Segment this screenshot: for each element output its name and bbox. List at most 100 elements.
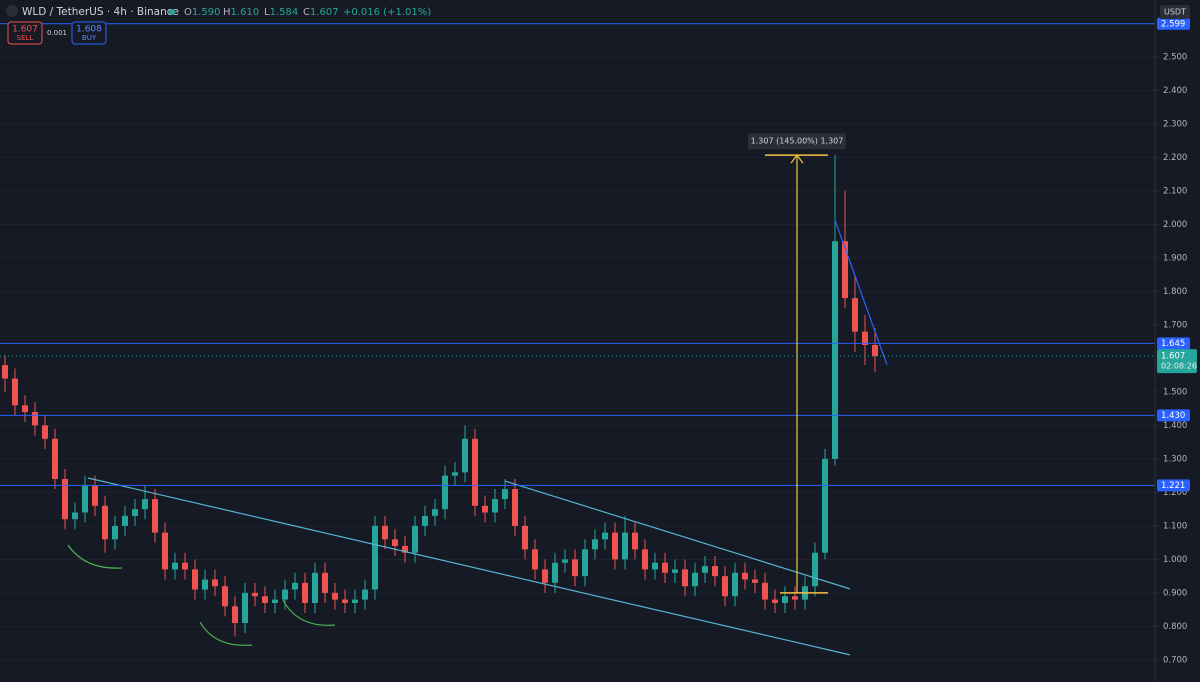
candle-body — [582, 549, 588, 577]
plot-area: 1.307 (145.00%) 1,307 — [0, 23, 1155, 661]
candle-body — [752, 579, 758, 583]
candle-body — [552, 562, 558, 583]
candle-body — [202, 579, 208, 590]
ohlc-key: O — [184, 7, 192, 18]
trendline — [87, 477, 851, 656]
candle-body — [12, 378, 18, 406]
y-tick-label: 1.900 — [1163, 253, 1187, 263]
candle-body — [82, 485, 88, 513]
y-tick-label: 2.200 — [1163, 153, 1187, 163]
candle-body — [862, 331, 868, 346]
candle-body — [132, 509, 138, 516]
candle-body — [212, 579, 218, 587]
last-price-label: 1.607 — [1161, 352, 1185, 362]
price-axis-labels: 2.500 2.400 2.300 2.200 2.100 2.000 1.900 1.800… — [1155, 17, 1197, 665]
last-price-tag — [1157, 349, 1197, 374]
candle-body — [112, 525, 118, 540]
candle-body — [522, 525, 528, 550]
sell-price: 1.607 — [12, 25, 38, 35]
candle-body — [102, 505, 108, 540]
candle-body — [182, 562, 188, 570]
candle-body — [332, 592, 338, 600]
y-tick-label: 1.700 — [1163, 320, 1187, 330]
candle-body — [382, 525, 388, 540]
candle-body — [622, 532, 628, 560]
candle-body — [842, 241, 848, 299]
level-label: 2.599 — [1161, 19, 1185, 29]
ohlc-value: 1.607 — [310, 7, 339, 18]
header: WLD / TetherUS · 4h · Binance — [22, 6, 179, 18]
level-label: 1.645 — [1161, 339, 1185, 349]
ohlc-value: 1.590 — [192, 7, 221, 18]
candle-body — [372, 525, 378, 590]
candle-body — [152, 499, 158, 533]
candle-body — [362, 589, 368, 600]
symbol: WLD / TetherUS · 4h · Binance — [22, 6, 179, 18]
candle-body — [782, 596, 788, 603]
buy-button[interactable] — [71, 21, 107, 45]
candle-body — [492, 499, 498, 513]
candle-body — [122, 515, 128, 526]
status-dot — [169, 9, 175, 15]
level-tag — [1157, 479, 1190, 492]
y-tick-label: 0.700 — [1163, 655, 1187, 665]
measure-arrow — [790, 154, 804, 164]
candle-body — [262, 596, 268, 603]
candle-body — [852, 298, 858, 332]
y-tick-label: 1.200 — [1163, 488, 1187, 498]
candle-body — [162, 532, 168, 570]
symbol-icon — [6, 5, 18, 17]
candle-body — [812, 552, 818, 587]
y-tick-label: 1.300 — [1163, 454, 1187, 464]
candle-body — [542, 569, 548, 583]
level-tag — [1157, 17, 1190, 30]
candle-body — [762, 582, 768, 600]
candle-body — [72, 512, 78, 520]
annotation-arc — [199, 621, 253, 646]
level-tag — [1157, 409, 1190, 422]
y-tick-label: 1.400 — [1163, 421, 1187, 431]
candle-body — [442, 475, 448, 510]
candle-body — [412, 525, 418, 553]
candle-body — [52, 438, 58, 480]
candle-body — [602, 532, 608, 540]
candle-body — [62, 479, 68, 520]
candle-body — [732, 572, 738, 597]
candle-body — [302, 582, 308, 603]
y-tick-label: 2.000 — [1163, 220, 1187, 230]
candle-body — [572, 559, 578, 577]
candle-body — [452, 472, 458, 476]
candle-body — [422, 515, 428, 526]
candle-body — [1, 365, 8, 379]
candle-body — [232, 606, 238, 624]
sell-button[interactable] — [7, 21, 43, 45]
ohlc-value: 1.584 — [270, 7, 299, 18]
ohlc-key: H — [223, 7, 231, 18]
candle-body — [872, 345, 878, 357]
candle-body — [352, 599, 358, 603]
candle-body — [512, 489, 518, 526]
trendline — [504, 480, 851, 590]
buy-label: BUY — [82, 34, 97, 42]
candle-body — [682, 569, 688, 587]
candle-body — [22, 405, 28, 413]
candle-body — [652, 562, 658, 570]
candle-body — [312, 572, 318, 603]
annotation-arc — [282, 599, 336, 626]
candle-body — [822, 458, 828, 553]
candle-body — [282, 589, 288, 600]
candle-body — [142, 499, 148, 510]
level-label: 1.221 — [1161, 481, 1185, 491]
candle-body — [32, 412, 38, 426]
candle-body — [712, 566, 718, 577]
currency-box[interactable] — [1160, 5, 1190, 19]
ohlc-key: L — [264, 7, 270, 18]
candle-body — [482, 505, 488, 513]
candle-body — [252, 592, 258, 597]
change: +0.016 (+1.01%) — [343, 7, 431, 18]
trendline — [834, 219, 888, 365]
candle-body — [832, 241, 838, 459]
ohlc-value: 1.610 — [231, 7, 260, 18]
y-tick-label: 1.500 — [1163, 387, 1187, 397]
